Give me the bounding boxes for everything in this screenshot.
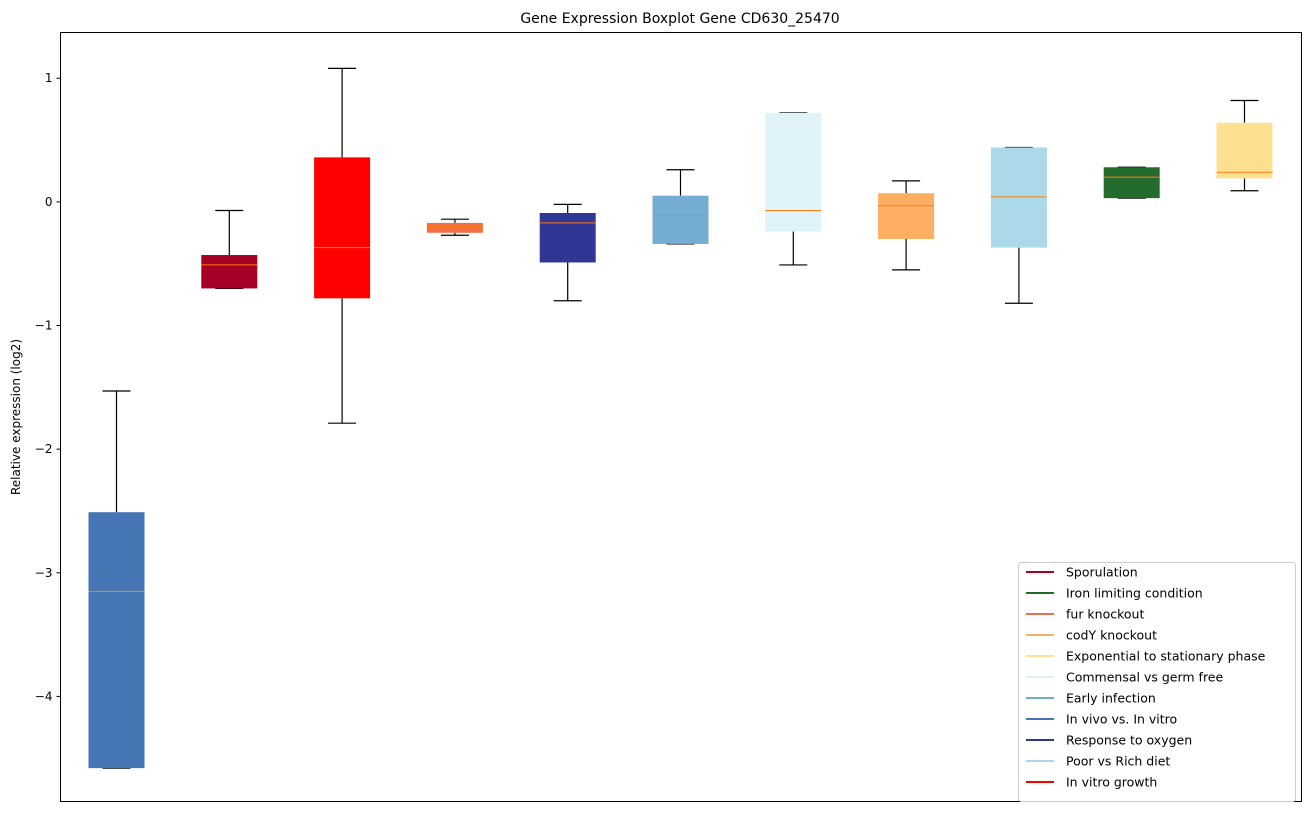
legend-label: codY knockout bbox=[1066, 628, 1157, 643]
legend-label: Poor vs Rich diet bbox=[1066, 754, 1170, 769]
legend-item: Iron limiting condition bbox=[1026, 586, 1203, 601]
box-commensal-vs-germ-free bbox=[765, 112, 822, 266]
box-body bbox=[201, 255, 258, 289]
legend-item: In vivo vs. In vitro bbox=[1026, 712, 1177, 727]
box-body bbox=[314, 157, 371, 299]
y-tick-label: −2 bbox=[35, 442, 53, 456]
box-body bbox=[539, 213, 596, 263]
legend-label: Commensal vs germ free bbox=[1066, 670, 1223, 685]
legend-label: Iron limiting condition bbox=[1066, 586, 1203, 601]
box-early-infection bbox=[652, 169, 709, 245]
box-iron-limiting-condition bbox=[1103, 166, 1160, 199]
y-axis-label: Relative expression (log2) bbox=[9, 339, 23, 495]
box-sporulation bbox=[201, 209, 258, 290]
legend-item: Exponential to stationary phase bbox=[1026, 649, 1266, 664]
legend-item: Poor vs Rich diet bbox=[1026, 754, 1170, 769]
plot-frame bbox=[60, 32, 1302, 802]
y-axis: 1 0 −1 −2 −3 −4 bbox=[35, 71, 61, 703]
legend-item: Response to oxygen bbox=[1026, 733, 1192, 748]
legend-label: Early infection bbox=[1066, 691, 1156, 706]
legend-item: Commensal vs germ free bbox=[1026, 670, 1223, 685]
legend-item: Early infection bbox=[1026, 691, 1156, 706]
y-tick-label: −4 bbox=[35, 689, 53, 703]
box-in-vitro-growth bbox=[314, 67, 371, 424]
legend-item: In vitro growth bbox=[1026, 775, 1157, 790]
legend-label: Response to oxygen bbox=[1066, 733, 1192, 748]
box-body bbox=[990, 147, 1047, 248]
legend-label: Exponential to stationary phase bbox=[1066, 649, 1266, 664]
legend-label: In vitro growth bbox=[1066, 775, 1157, 790]
box-in-vivo-vs-in-vitro bbox=[88, 390, 145, 769]
box-body bbox=[1216, 122, 1273, 179]
box-exponential-to-stationary-phase bbox=[1216, 99, 1273, 192]
box-body bbox=[652, 195, 709, 244]
y-tick-label: 0 bbox=[45, 195, 53, 209]
y-tick-label: −1 bbox=[35, 319, 53, 333]
box-body bbox=[765, 112, 822, 232]
box-body bbox=[426, 222, 483, 233]
box-response-to-oxygen bbox=[539, 203, 596, 302]
legend-label: Sporulation bbox=[1066, 565, 1138, 580]
y-tick-label: −3 bbox=[35, 566, 53, 580]
legend-item: fur knockout bbox=[1026, 607, 1144, 622]
box-body bbox=[878, 193, 935, 239]
boxes-group bbox=[88, 67, 1273, 769]
legend-item: codY knockout bbox=[1026, 628, 1157, 643]
box-fur-knockout bbox=[426, 218, 483, 236]
box-body bbox=[88, 512, 145, 769]
legend-label: fur knockout bbox=[1066, 607, 1144, 622]
legend-frame bbox=[1018, 562, 1296, 802]
box-poor-vs-rich-diet bbox=[990, 146, 1047, 304]
y-tick-label: 1 bbox=[45, 71, 53, 85]
legend: Sporulation Iron limiting condition fur kn… bbox=[1018, 562, 1296, 802]
box-cody-knockout bbox=[878, 180, 935, 271]
legend-label: In vivo vs. In vitro bbox=[1066, 712, 1177, 727]
chart-title: Gene Expression Boxplot Gene CD630_25470 bbox=[520, 11, 839, 27]
legend-item: Sporulation bbox=[1026, 565, 1138, 580]
box-body bbox=[1103, 167, 1160, 199]
